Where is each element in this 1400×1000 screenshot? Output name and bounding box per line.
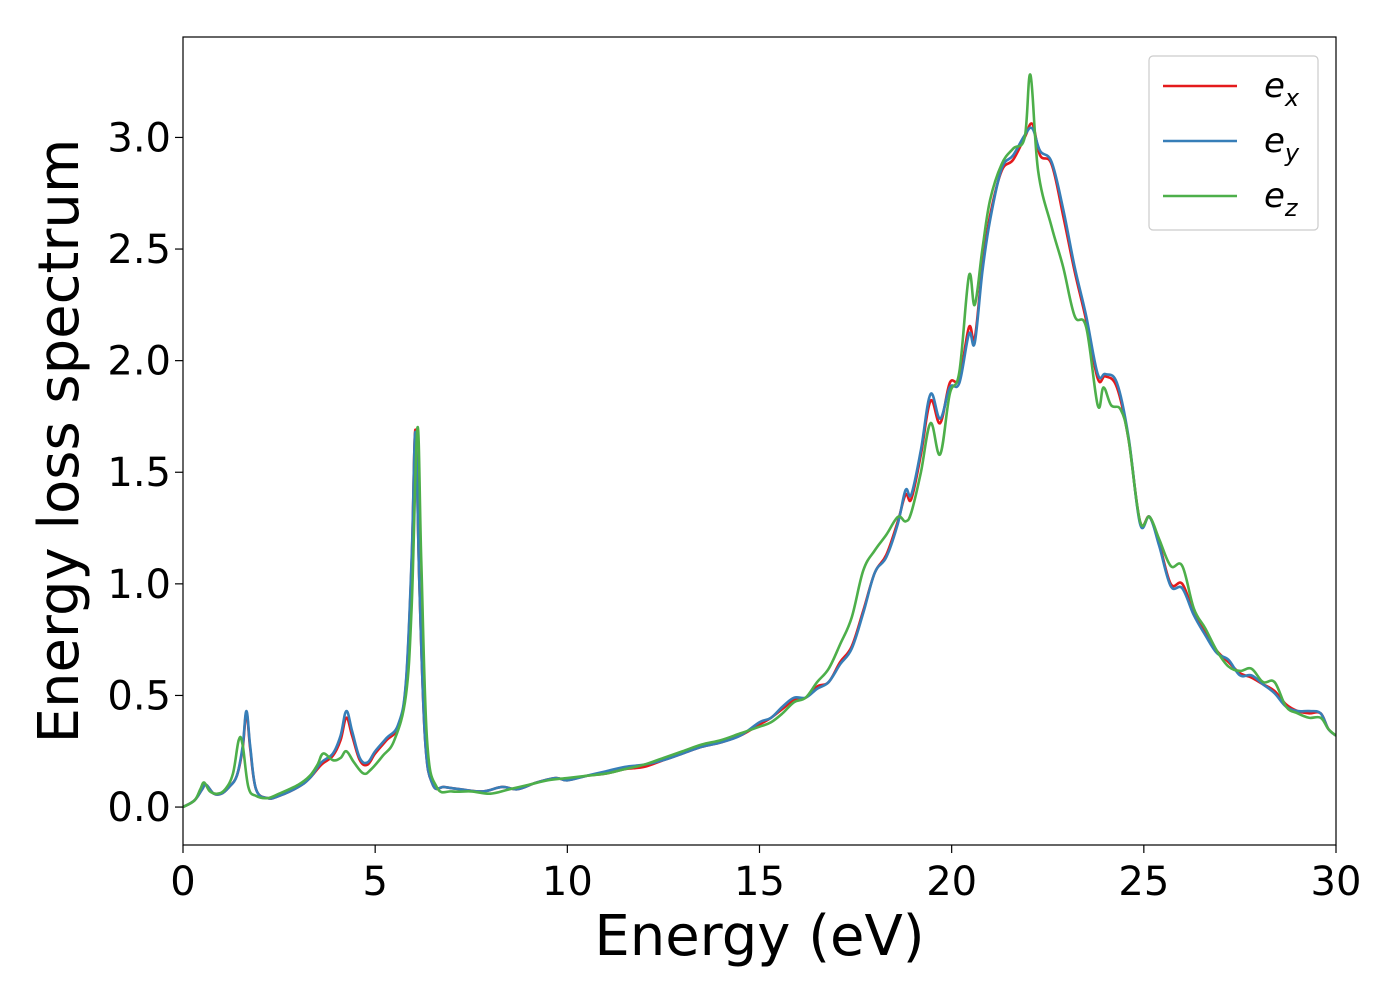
x-axis-ticks: 0 5 10 15 20 25 30 bbox=[170, 845, 1361, 905]
x-tick-label: 20 bbox=[926, 859, 977, 905]
x-tick-label: 0 bbox=[170, 859, 195, 905]
y-axis-title: Energy loss spectrum bbox=[27, 139, 92, 744]
y-tick-label: 1.0 bbox=[107, 562, 171, 608]
y-axis-ticks: 0.0 0.5 1.0 1.5 2.0 2.5 3.0 bbox=[107, 115, 183, 831]
x-axis-title: Energy (eV) bbox=[594, 904, 924, 969]
x-tick-label: 25 bbox=[1118, 859, 1169, 905]
legend-box bbox=[1148, 55, 1319, 231]
legend-label-e-z: ez bbox=[1264, 176, 1299, 222]
x-tick-label: 10 bbox=[542, 859, 593, 905]
series-line-e-z bbox=[183, 73, 1336, 809]
y-tick-label: 2.0 bbox=[107, 339, 171, 385]
plot-lines bbox=[183, 73, 1336, 809]
series-line-e-y bbox=[183, 126, 1336, 809]
y-tick-label: 0.0 bbox=[107, 785, 171, 831]
y-tick-label: 3.0 bbox=[107, 115, 171, 161]
legend: ex ey ez bbox=[1148, 55, 1319, 231]
y-tick-label: 0.5 bbox=[107, 673, 171, 719]
y-tick-label: 1.5 bbox=[107, 450, 171, 496]
y-tick-label: 2.5 bbox=[107, 227, 171, 273]
x-tick-label: 15 bbox=[734, 859, 785, 905]
x-tick-label: 30 bbox=[1311, 859, 1362, 905]
legend-label-e-x: ex bbox=[1264, 66, 1300, 112]
legend-label-e-y: ey bbox=[1264, 121, 1300, 167]
x-tick-label: 5 bbox=[362, 859, 387, 905]
